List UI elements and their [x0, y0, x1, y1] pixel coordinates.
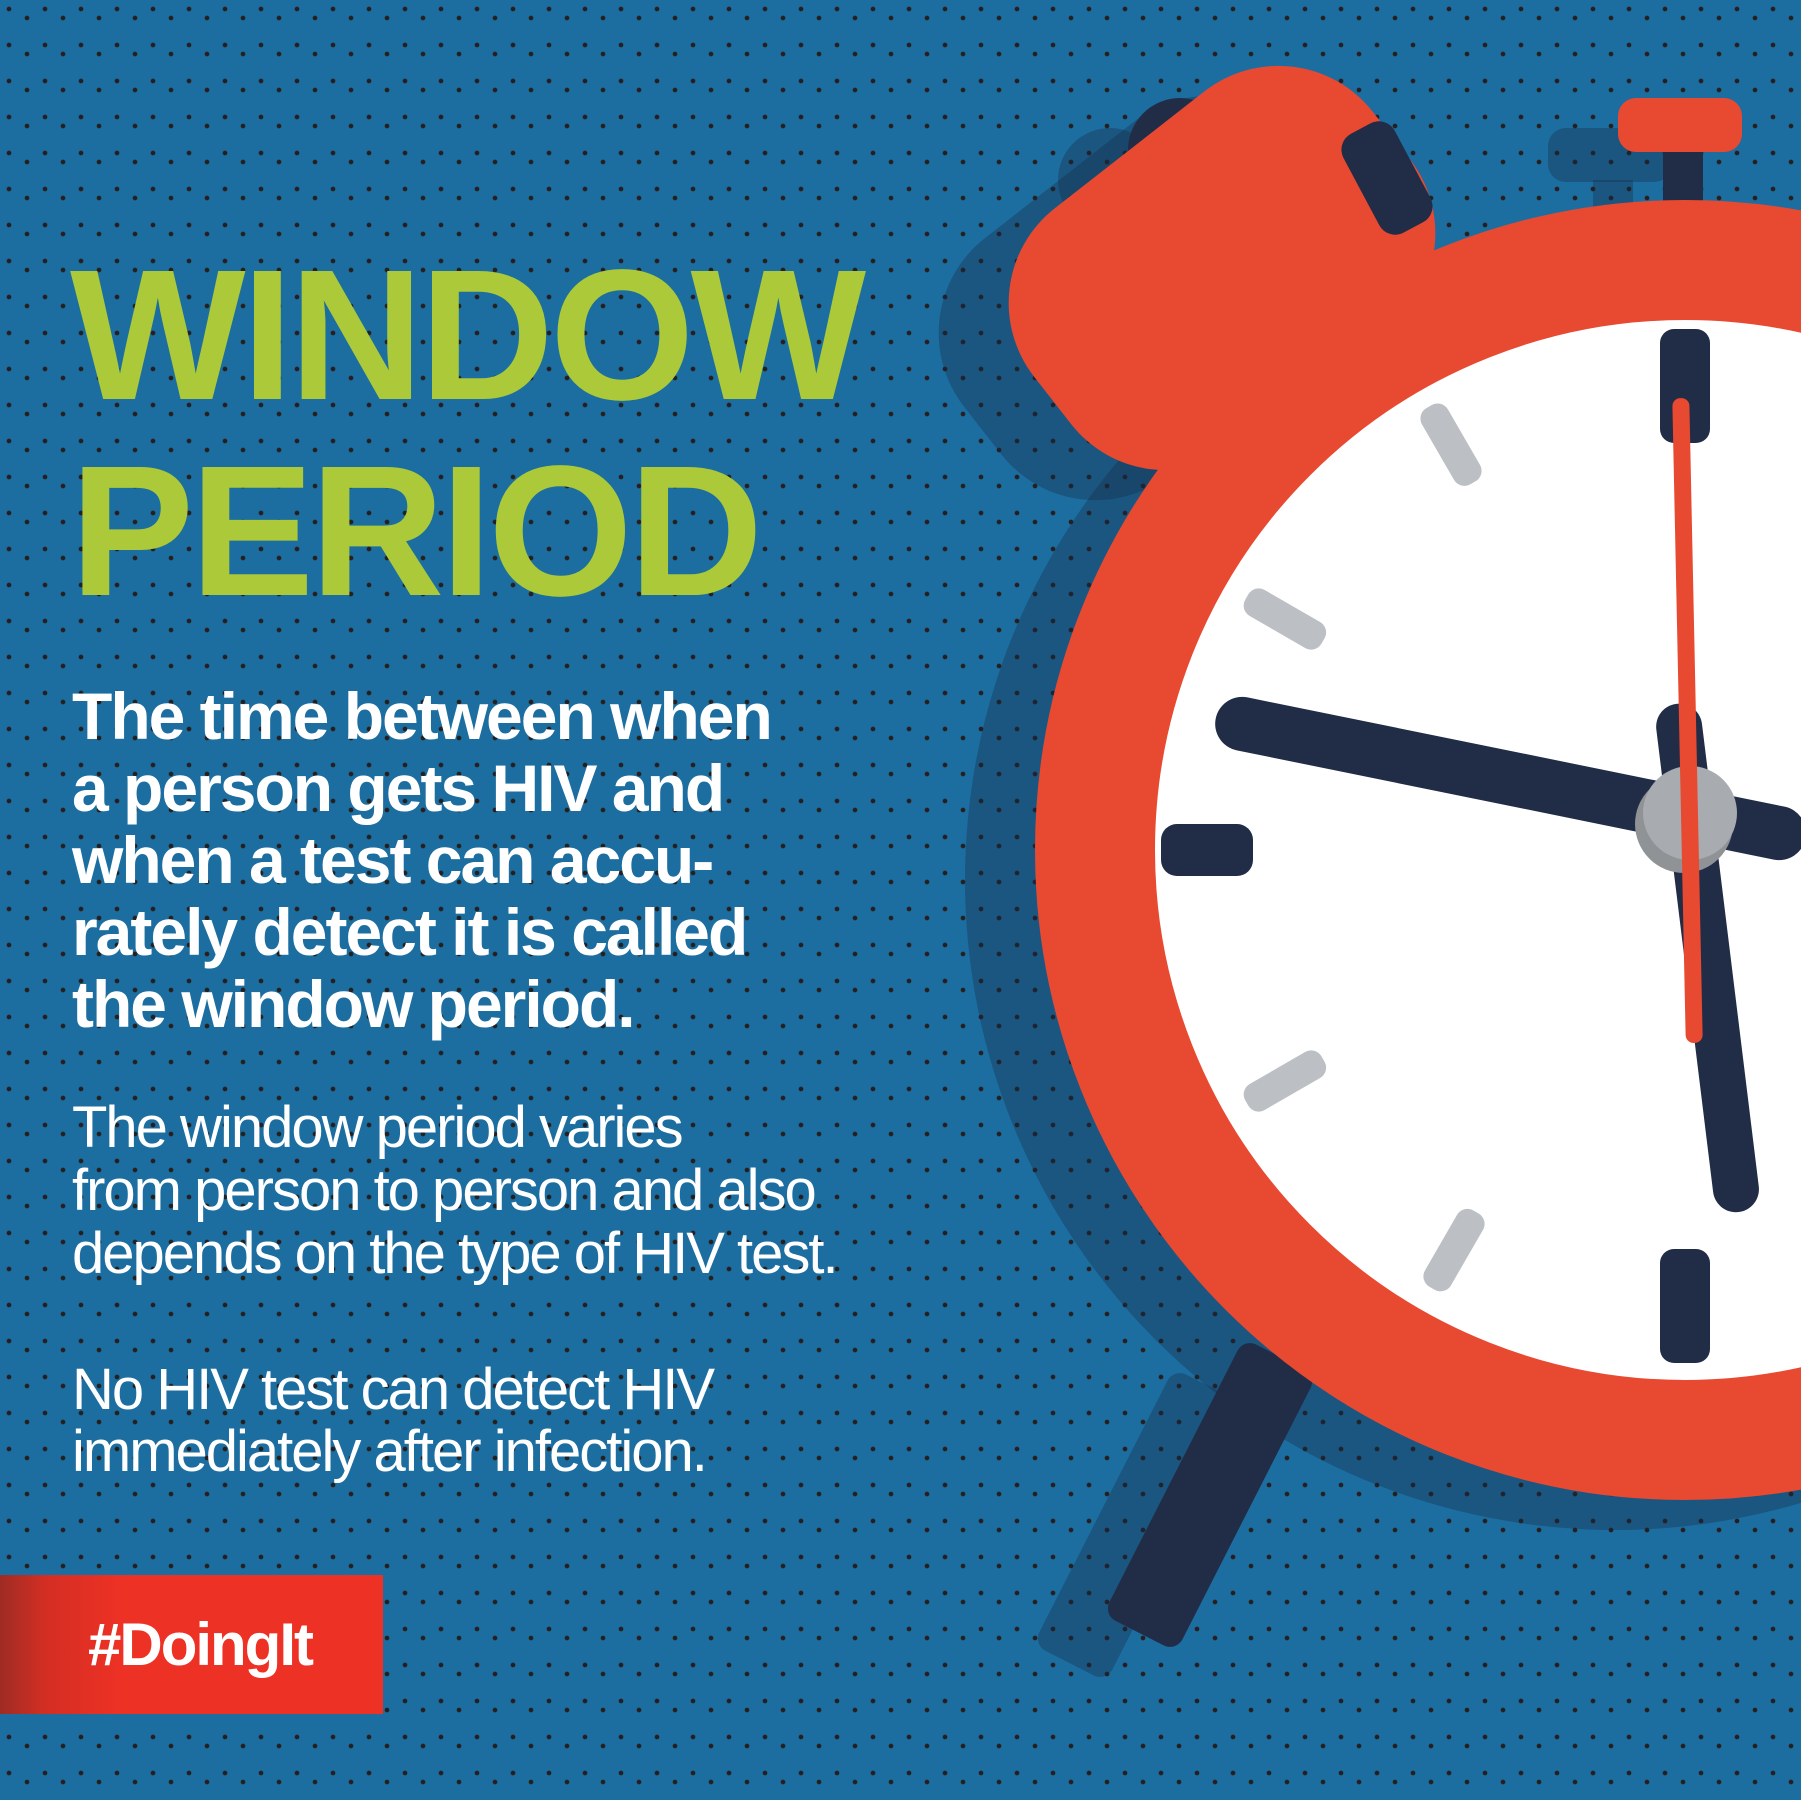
title-line-1: WINDOW	[70, 232, 866, 439]
tick-6	[1660, 1249, 1710, 1363]
hashtag-label: #DoingIt	[88, 1611, 314, 1678]
title-line-2: PERIOD	[70, 428, 763, 635]
definition-paragraph: The time between when a person gets HIV …	[72, 679, 773, 1041]
hashtag-banner: #DoingIt	[0, 1575, 383, 1714]
page-title: WINDOW PERIOD	[70, 232, 866, 635]
tick-9	[1161, 824, 1253, 876]
variation-paragraph: The window period varies from person to …	[72, 1095, 839, 1286]
detection-paragraph: No HIV test can detect HIV immediately a…	[72, 1357, 715, 1484]
stop-button	[1618, 98, 1742, 152]
